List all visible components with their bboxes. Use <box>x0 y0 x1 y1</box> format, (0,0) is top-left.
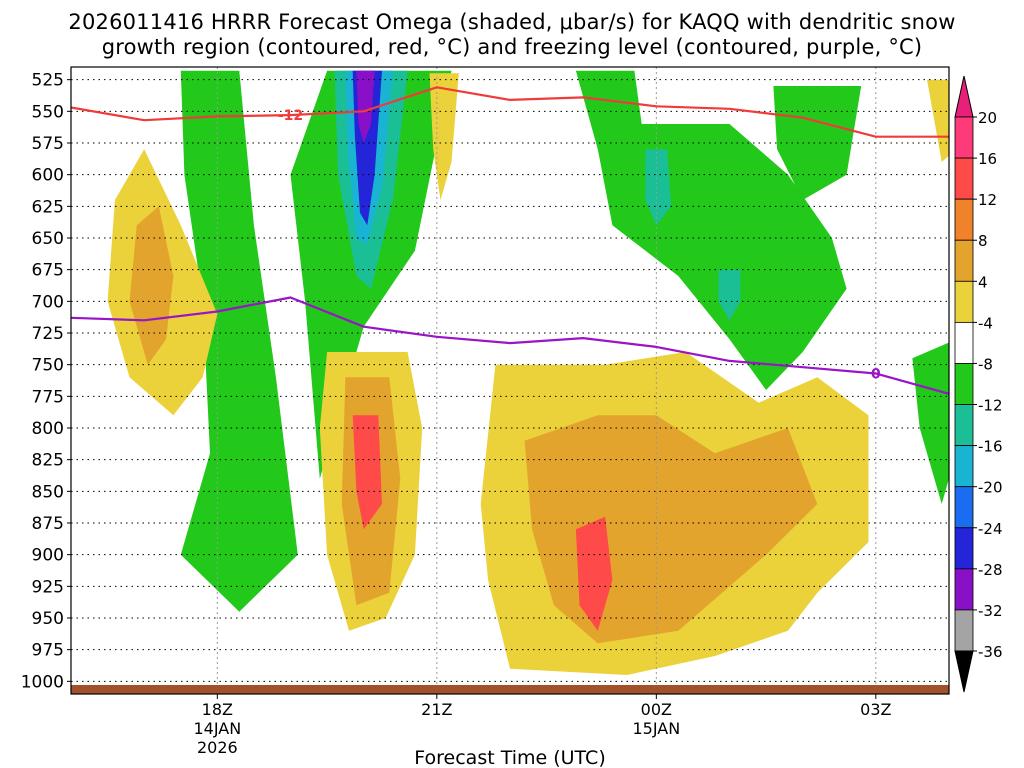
pressure-axis: 525 550 575 600 625 650 675 700 725 750 775 800 825 8… <box>21 71 71 692</box>
chart-title-line-2: growth region (contoured, red, °C) and f… <box>101 35 923 59</box>
omega-region-6 <box>575 70 847 391</box>
pressure-tick-label: 725 <box>32 324 64 344</box>
pressure-tick-label: 700 <box>32 292 64 312</box>
omega-region-25 <box>352 415 382 530</box>
pressure-tick-label: 550 <box>32 102 64 122</box>
colorbar-tick-label: -28 <box>978 561 1003 579</box>
colorbar-bin <box>954 280 974 323</box>
omega-region-22 <box>129 206 174 365</box>
pressure-tick-label: 850 <box>32 482 64 502</box>
time-axis: 18Z14JAN202621Z00Z15JAN03Z06Z09Z <box>193 694 892 757</box>
ground-surface <box>71 685 949 694</box>
pressure-tick-label: 875 <box>32 514 64 534</box>
pressure-tick-label: 1000 <box>21 672 64 692</box>
pressure-tick-label: 675 <box>32 261 64 281</box>
omega-region-8 <box>718 269 741 321</box>
pressure-tick-label: 800 <box>32 419 64 439</box>
colorbar-top-arrow <box>954 75 974 118</box>
pressure-tick-label: 900 <box>32 546 64 566</box>
colorbar-bin <box>954 321 974 364</box>
date-tick-label: 15JAN <box>632 719 680 738</box>
omega-region-9 <box>773 86 862 200</box>
pressure-tick-label: 975 <box>32 641 64 661</box>
pressure-tick-label: 775 <box>32 387 64 407</box>
year-tick-label: 2026 <box>197 738 238 757</box>
pressure-tick-label: 575 <box>32 134 64 154</box>
colorbar-bin <box>954 445 974 488</box>
colorbar-bin <box>954 157 974 200</box>
pressure-tick-label: 600 <box>32 166 64 186</box>
gridlines <box>71 67 949 694</box>
colorbar-bin <box>954 116 974 159</box>
colorbar-tick-label: -16 <box>978 438 1003 456</box>
colorbar-bin <box>954 404 974 447</box>
colorbar-bin <box>954 198 974 241</box>
time-tick-label: 21Z <box>421 700 452 719</box>
time-tick-label: 03Z <box>860 700 891 719</box>
omega-shading <box>107 70 949 675</box>
colorbar-tick-label: -4 <box>978 314 993 332</box>
pressure-tick-label: 525 <box>32 71 64 91</box>
colorbar-bin <box>954 527 974 570</box>
colorbar-tick-label: -8 <box>978 355 993 373</box>
colorbar-tick-label: 20 <box>978 109 997 127</box>
pressure-tick-label: 650 <box>32 229 64 249</box>
colorbar-bin <box>954 486 974 529</box>
colorbar-tick-label: 12 <box>978 191 997 209</box>
omega-region-33 <box>927 79 949 162</box>
omega-region-7 <box>645 149 671 226</box>
pressure-tick-label: 825 <box>32 451 64 471</box>
colorbar-tick-label: 16 <box>978 150 997 168</box>
omega-region-28 <box>575 516 613 631</box>
time-tick-label: 00Z <box>641 700 672 719</box>
pressure-tick-label: 950 <box>32 609 64 629</box>
time-tick-label: 18Z <box>202 700 233 719</box>
colorbar-bin <box>954 609 974 652</box>
colorbar-bottom-arrow <box>954 650 974 693</box>
colorbar-tick-label: 4 <box>978 273 988 291</box>
contour-label: -12 <box>278 108 303 124</box>
colorbar-tick-label: -32 <box>978 602 1003 620</box>
chart-title-line-1: 2026011416 HRRR Forecast Omega (shaded, … <box>68 10 956 34</box>
contour-label-bg <box>1011 157 1024 173</box>
omega-colorbar: 20 16 12 8 4 -4 -8 -12 -16 -20 -24 -28 -32 -36 <box>954 75 1003 693</box>
contour-lines: -12 -12 0 <box>71 86 1024 395</box>
colorbar-bin <box>954 363 974 405</box>
colorbar-tick-label: -20 <box>978 479 1003 497</box>
omega-region-5 <box>356 70 375 143</box>
omega-region-0 <box>180 70 298 612</box>
pressure-tick-label: 750 <box>32 356 64 376</box>
contour-line-0 <box>71 86 949 138</box>
pressure-tick-label: 925 <box>32 577 64 597</box>
date-tick-label: 14JAN <box>193 719 241 738</box>
contour-label: -12 <box>1010 158 1024 174</box>
colorbar-tick-label: 8 <box>978 232 988 250</box>
colorbar-tick-label: -24 <box>978 520 1003 538</box>
plot-frame <box>70 66 950 695</box>
pressure-tick-label: 625 <box>32 197 64 217</box>
contour-line-1 <box>71 296 949 395</box>
colorbar-tick-label: -36 <box>978 643 1003 661</box>
colorbar-tick-label: -12 <box>978 397 1003 415</box>
colorbar-bin <box>954 239 974 282</box>
contour-label: 0 <box>871 367 881 383</box>
omega-region-10 <box>912 342 949 504</box>
x-axis-label: Forecast Time (UTC) <box>414 747 605 768</box>
colorbar-bin <box>954 568 974 611</box>
